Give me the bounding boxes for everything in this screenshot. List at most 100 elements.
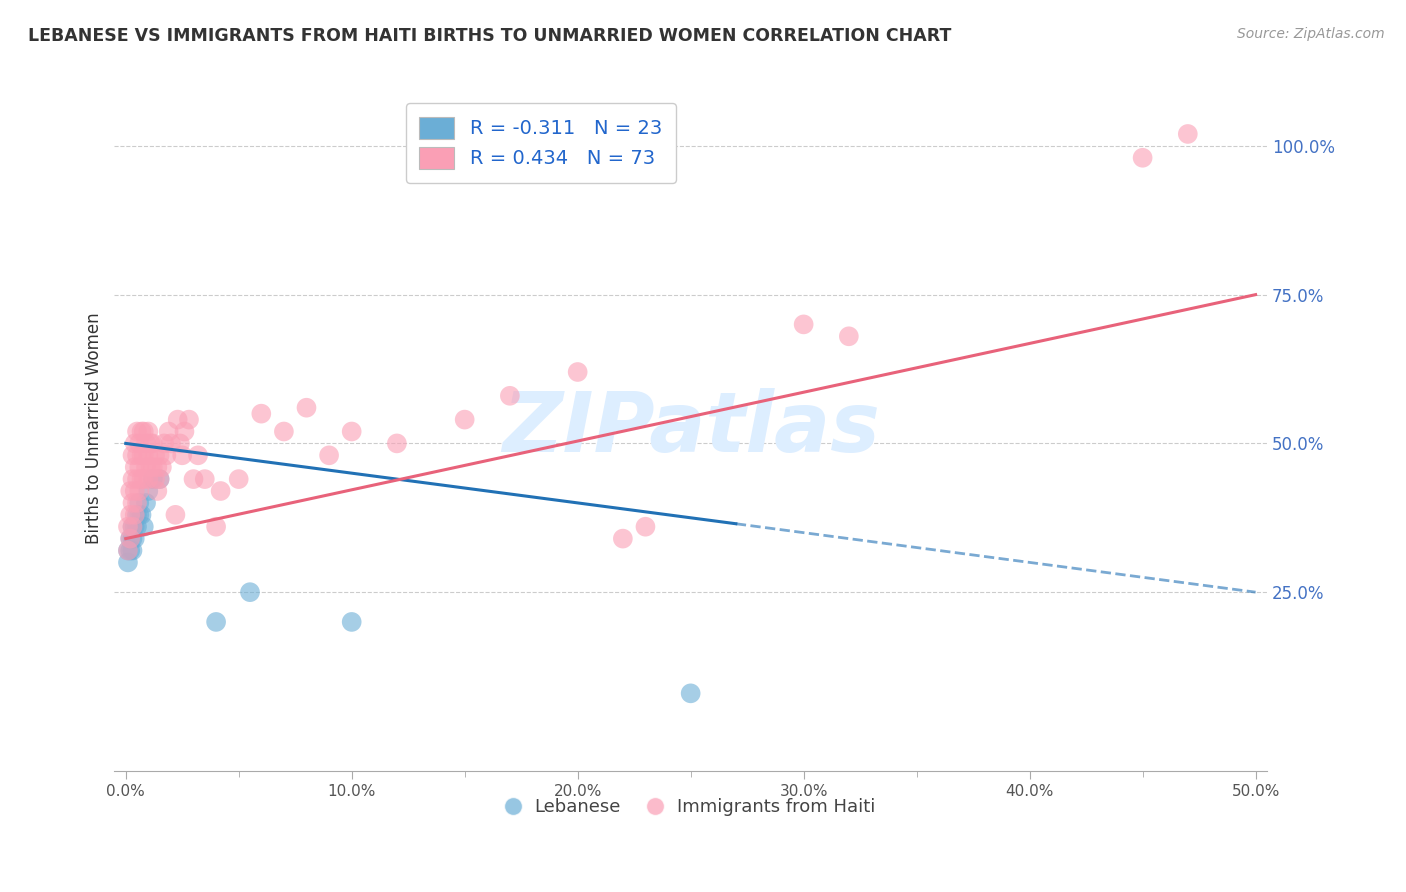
Point <box>120 543 142 558</box>
Point <box>612 532 634 546</box>
Point <box>121 519 143 533</box>
Point <box>125 448 148 462</box>
Point <box>142 460 165 475</box>
Point <box>132 448 155 462</box>
Text: ZIPatlas: ZIPatlas <box>502 388 880 469</box>
Point <box>228 472 250 486</box>
Point <box>117 543 139 558</box>
Point <box>139 436 162 450</box>
Point <box>128 483 150 498</box>
Point <box>121 472 143 486</box>
Point <box>318 448 340 462</box>
Point <box>120 508 142 522</box>
Point <box>340 425 363 439</box>
Point <box>150 460 173 475</box>
Point <box>142 436 165 450</box>
Point <box>679 686 702 700</box>
Point <box>385 436 408 450</box>
Point <box>453 412 475 426</box>
Point <box>169 436 191 450</box>
Point <box>121 448 143 462</box>
Point <box>117 556 139 570</box>
Point <box>120 532 142 546</box>
Point <box>125 519 148 533</box>
Point <box>128 436 150 450</box>
Point <box>273 425 295 439</box>
Y-axis label: Births to Unmarried Women: Births to Unmarried Women <box>86 313 103 544</box>
Point <box>135 436 157 450</box>
Point <box>146 483 169 498</box>
Point <box>340 615 363 629</box>
Point <box>135 496 157 510</box>
Point <box>149 472 172 486</box>
Point <box>173 425 195 439</box>
Point <box>239 585 262 599</box>
Point <box>124 436 146 450</box>
Point <box>131 472 153 486</box>
Point <box>499 389 522 403</box>
Point <box>183 472 205 486</box>
Point <box>634 519 657 533</box>
Point <box>128 496 150 510</box>
Point <box>131 425 153 439</box>
Point <box>131 508 153 522</box>
Point <box>124 508 146 522</box>
Point <box>142 472 165 486</box>
Point <box>132 472 155 486</box>
Point <box>120 483 142 498</box>
Point <box>132 425 155 439</box>
Text: LEBANESE VS IMMIGRANTS FROM HAITI BIRTHS TO UNMARRIED WOMEN CORRELATION CHART: LEBANESE VS IMMIGRANTS FROM HAITI BIRTHS… <box>28 27 952 45</box>
Point <box>121 519 143 533</box>
Point <box>166 412 188 426</box>
Point <box>120 532 142 546</box>
Point <box>121 496 143 510</box>
Point <box>136 425 159 439</box>
Point <box>132 519 155 533</box>
Point <box>295 401 318 415</box>
Point <box>250 407 273 421</box>
Point <box>165 508 187 522</box>
Point <box>136 472 159 486</box>
Point <box>567 365 589 379</box>
Point <box>139 460 162 475</box>
Point <box>153 436 176 450</box>
Point <box>125 508 148 522</box>
Point <box>194 472 217 486</box>
Point <box>1132 151 1154 165</box>
Point <box>838 329 860 343</box>
Point <box>117 519 139 533</box>
Point <box>1177 127 1199 141</box>
Point <box>124 483 146 498</box>
Point <box>149 448 172 462</box>
Point <box>205 615 228 629</box>
Point <box>121 532 143 546</box>
Point <box>125 472 148 486</box>
Point <box>187 448 209 462</box>
Point <box>128 508 150 522</box>
Legend: Lebanese, Immigrants from Haiti: Lebanese, Immigrants from Haiti <box>499 791 883 823</box>
Point <box>128 460 150 475</box>
Point <box>172 448 194 462</box>
Point <box>131 448 153 462</box>
Point <box>125 496 148 510</box>
Point <box>135 460 157 475</box>
Point <box>146 460 169 475</box>
Point <box>124 519 146 533</box>
Point <box>155 448 177 462</box>
Point <box>117 543 139 558</box>
Point <box>124 460 146 475</box>
Point <box>136 448 159 462</box>
Point <box>793 318 815 332</box>
Point <box>143 472 166 486</box>
Point <box>160 436 183 450</box>
Text: Source: ZipAtlas.com: Source: ZipAtlas.com <box>1237 27 1385 41</box>
Point <box>125 425 148 439</box>
Point <box>121 543 143 558</box>
Point <box>209 483 232 498</box>
Point <box>149 472 172 486</box>
Point <box>205 519 228 533</box>
Point <box>157 425 180 439</box>
Point <box>177 412 200 426</box>
Point <box>124 532 146 546</box>
Point <box>143 448 166 462</box>
